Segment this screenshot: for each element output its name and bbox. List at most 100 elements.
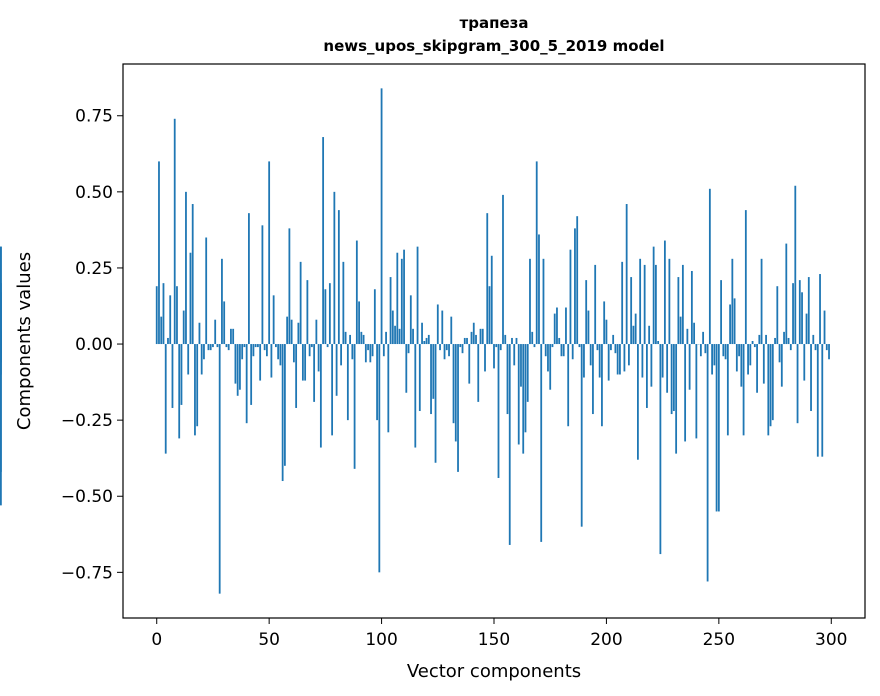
bar [245, 344, 248, 424]
bar [535, 161, 538, 345]
bar [360, 331, 363, 345]
bar [592, 344, 594, 415]
bar [468, 344, 471, 384]
bar [654, 264, 657, 345]
bar [565, 307, 567, 345]
bar [279, 344, 282, 366]
bar [630, 277, 633, 345]
bar [178, 344, 181, 439]
bar [585, 280, 588, 345]
bar [236, 344, 239, 396]
bar [511, 337, 513, 345]
bar [544, 344, 547, 357]
bar [540, 344, 543, 542]
bar [301, 344, 304, 381]
bar [713, 344, 716, 366]
bar [583, 344, 585, 378]
bar [679, 316, 682, 345]
bar [376, 344, 378, 421]
bar [652, 246, 655, 345]
bars-group [0, 88, 830, 594]
x-tick-label: 50 [258, 630, 280, 650]
chart-subtitle: news_upos_skipgram_300_5_2019 model [323, 37, 664, 55]
bar [675, 344, 678, 454]
x-tick-label: 100 [365, 630, 397, 650]
bar [459, 344, 462, 348]
bar [639, 258, 642, 345]
bar [283, 344, 286, 466]
bar [749, 344, 752, 366]
bar [248, 213, 250, 345]
bar [619, 344, 621, 375]
bar [187, 344, 190, 375]
bar [601, 344, 603, 427]
bar [221, 258, 223, 345]
bar [562, 344, 565, 357]
bar [684, 344, 687, 442]
bar [207, 344, 210, 351]
bar [634, 313, 637, 345]
bar [342, 261, 345, 345]
bar [331, 344, 334, 436]
bar [522, 344, 525, 454]
bar [254, 344, 257, 348]
y-tick-label: 0.50 [75, 183, 113, 203]
bar [677, 277, 680, 345]
bar [767, 344, 770, 436]
bar [387, 344, 390, 433]
bar [542, 258, 545, 345]
bar [607, 344, 610, 381]
bar [261, 225, 264, 345]
bar [367, 344, 369, 351]
x-tick-label: 200 [590, 630, 622, 650]
bar [657, 341, 660, 345]
bar [765, 334, 767, 345]
bar [497, 344, 500, 478]
bar [337, 210, 340, 345]
bar [628, 344, 630, 366]
bar [699, 344, 702, 357]
bar [155, 286, 158, 345]
bar [785, 243, 788, 345]
bar [499, 344, 502, 351]
bar [729, 304, 731, 345]
bar [598, 344, 601, 378]
bar [520, 344, 522, 387]
bar [173, 118, 176, 345]
bar [490, 255, 493, 345]
bar [371, 344, 374, 357]
bar [196, 344, 199, 427]
bar [553, 313, 556, 345]
bar [180, 344, 183, 405]
bar [430, 344, 432, 415]
bar [704, 344, 707, 354]
bar [409, 295, 412, 345]
bar [778, 344, 781, 363]
bar [335, 344, 338, 396]
bar [614, 344, 617, 354]
bar [814, 344, 817, 351]
bar [794, 185, 797, 345]
bar [481, 328, 484, 345]
bar [230, 328, 232, 345]
bar [796, 344, 799, 424]
bar [185, 191, 187, 345]
bar [717, 344, 720, 512]
bar [346, 344, 349, 421]
bar [686, 328, 689, 345]
bar [436, 304, 439, 345]
bar [232, 328, 235, 345]
x-tick-label: 250 [703, 630, 735, 650]
bar [621, 261, 624, 345]
bar [663, 240, 666, 345]
bar [648, 325, 651, 345]
bar [659, 344, 662, 555]
bar [418, 344, 421, 412]
bar [394, 325, 396, 345]
bar [690, 270, 693, 345]
bar [396, 252, 399, 345]
y-tick-label: 0.25 [75, 259, 113, 279]
bar [362, 334, 365, 345]
bar [801, 292, 803, 345]
bar [445, 344, 448, 351]
